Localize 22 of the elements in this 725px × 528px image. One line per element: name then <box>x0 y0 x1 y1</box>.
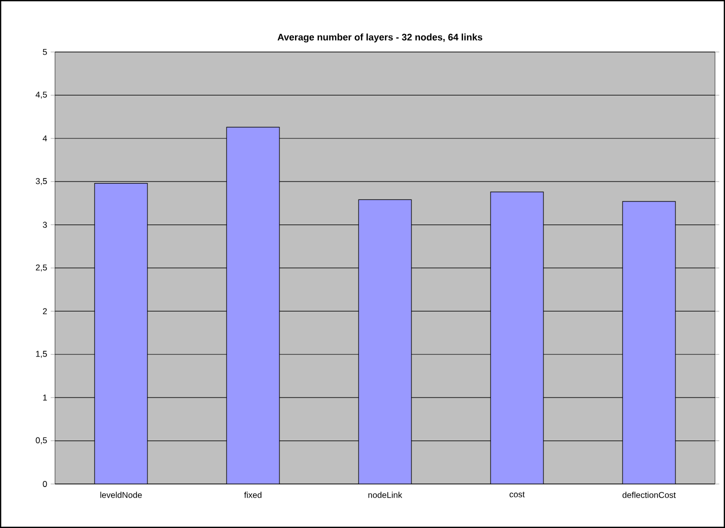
y-tick-label: 4,5 <box>36 92 47 99</box>
bar <box>358 199 412 484</box>
bar <box>94 183 148 484</box>
y-tick-label: 4 <box>42 135 47 142</box>
y-tick-label: 2,5 <box>36 264 47 272</box>
chart-title: Average number of layers - 32 nodes, 64 links <box>278 34 482 42</box>
x-tick-label: nodeLink <box>368 492 402 498</box>
y-tick-label: 1,5 <box>36 350 47 358</box>
x-tick-label: deflectionCost <box>622 492 676 498</box>
y-tick-label: 1 <box>43 394 47 400</box>
bar <box>490 192 544 484</box>
y-tick-label: 5 <box>42 49 47 55</box>
x-tick-label: leveldNode <box>100 492 142 498</box>
x-tick-label: cost <box>510 492 525 498</box>
y-tick-label: 0 <box>42 480 47 487</box>
x-tick-label: fixed <box>244 492 262 498</box>
y-tick-label: 0,5 <box>36 437 47 444</box>
bar <box>226 126 280 484</box>
y-tick-label: 2 <box>42 308 47 314</box>
bar <box>622 201 676 484</box>
y-tick-label: 3,5 <box>36 178 47 186</box>
y-tick-label: 3 <box>42 222 47 228</box>
